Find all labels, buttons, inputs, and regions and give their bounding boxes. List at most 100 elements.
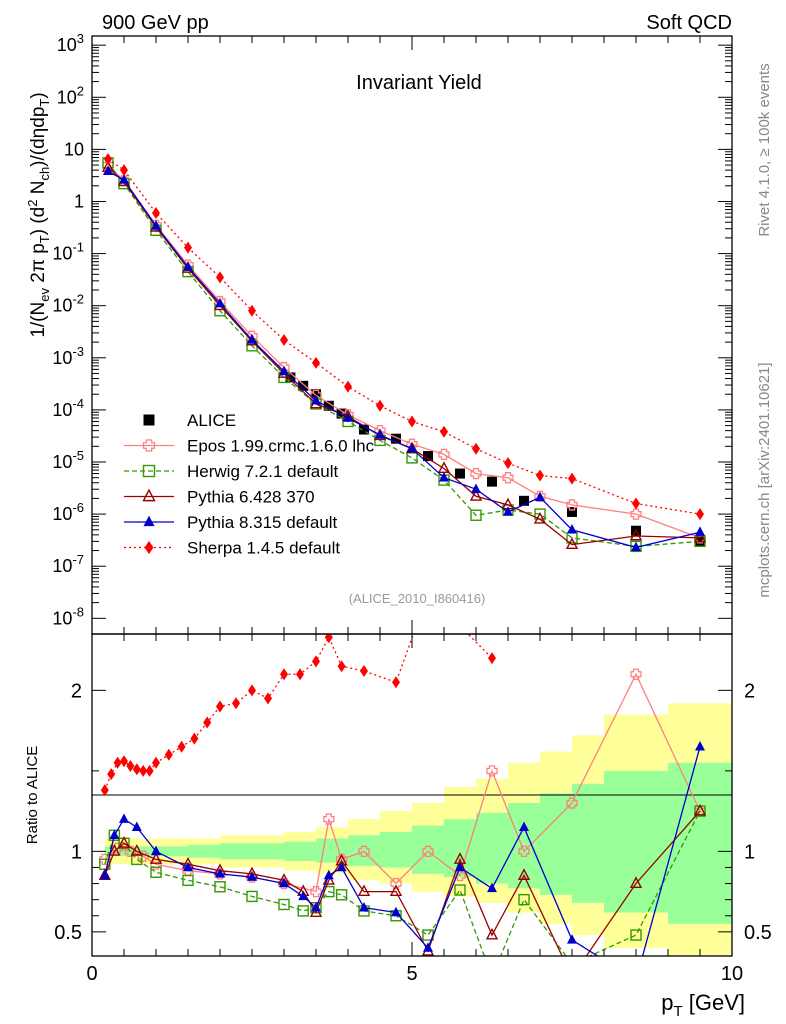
main-point [376,399,384,412]
ratio-point [182,874,194,887]
ratio-point [485,927,499,940]
main-y-tick-label: 10-1 [52,240,84,264]
main-point [471,483,481,493]
ratio-point [183,861,193,872]
ratio-line-1 [104,810,701,956]
main-point [693,530,707,543]
main-series-layer [101,153,707,553]
main-title: Invariant Yield [356,72,482,94]
main-point [470,509,482,521]
ratio-point [164,748,173,761]
ratio-point [630,668,642,680]
side-text-bottom: mcplots.cern.ch [arXiv:2401.10621] [756,362,773,597]
ratio-point [264,692,272,705]
ratio-series-4 [100,634,496,797]
ratio-point [358,845,370,857]
main-point [519,495,529,506]
ratio-y-tick-label: 2 [71,680,82,702]
main-y-tick-label: 10-2 [52,292,84,316]
main-point [407,442,417,453]
legend-item: Epos 1.99.crmc.1.6.0 lhc [124,437,375,456]
main-point [311,389,321,400]
main-y-tick-label: 103 [57,31,84,55]
ratio-point [298,890,309,901]
ratio-point [232,697,240,710]
ratio-point [323,813,335,825]
main-watermark: (ALICE_2010_I860416) [349,591,486,606]
x-axis-label: pT [GeV] [661,990,745,1020]
main-line-4 [107,170,701,549]
ratio-point [360,665,368,678]
ratio-point [150,866,162,878]
ratio-point [357,884,371,897]
ratio-band-1 [104,762,732,924]
ratio-point [487,882,497,893]
ratio-point [215,868,225,878]
ratio-point [518,893,530,906]
ratio-point [151,845,161,856]
legend-item: Herwig 7.2.1 default [124,462,338,481]
main-panel: 10-8 10-7 10-6 10-5 10-4 10-3 10-2 10-1 1 10 102 10… [25,31,733,635]
main-point [311,394,321,405]
main-point [502,472,514,484]
ratio-line-2 [104,810,701,956]
ratio-point [117,836,131,848]
ratio-point [322,873,335,885]
ratio-point [137,850,149,862]
main-point [375,429,385,439]
ratio-point [279,877,289,888]
main-point [103,165,113,176]
legend-label: Epos 1.99.crmc.1.6.0 lhc [187,437,375,456]
ratio-point [99,869,110,880]
main-point [279,365,289,376]
main-point [104,153,112,166]
legend-label: ALICE [187,411,236,430]
main-point [184,241,192,254]
main-point [183,261,193,271]
ratio-y-tick-label-right: 1 [744,841,755,863]
main-line-5 [107,158,701,515]
legend-marker [144,540,154,555]
legend-item: Sherpa 1.4.5 default [124,539,340,558]
ratio-point [422,845,434,857]
main-point [567,506,577,517]
main-y-tick-label: 10 [64,139,84,159]
ratio-series-layer [98,634,707,956]
ratio-point [247,871,257,881]
ratio-panel: 0.5 0.5 1 1 2 2 0 5 10 Ratio to ALICE pT [GeV] [24,633,772,1020]
main-point [565,537,579,550]
ratio-point [120,755,128,768]
main-point [629,528,643,541]
ratio-point [246,890,258,903]
main-point [119,174,129,184]
ratio-point [119,813,129,823]
ratio-point [108,844,121,856]
ratio-point [203,716,212,729]
main-y-tick-label: 10-8 [52,604,84,628]
legend-marker [143,515,155,527]
ratio-point [152,756,160,769]
ratio-point [177,740,186,753]
main-line-1 [107,164,701,539]
ratio-frame [91,633,733,957]
ratio-y-tick-label: 0.5 [54,922,82,944]
ratio-series-1 [99,805,706,956]
main-point [487,476,497,487]
main-point [406,452,418,464]
main-point [359,424,369,435]
legend-marker [143,414,155,426]
legend-label: Sherpa 1.4.5 default [187,539,340,558]
ratio-point [567,934,577,944]
legend-label: Herwig 7.2.1 default [187,462,338,481]
ratio-point [296,668,304,681]
legend-marker [142,439,156,452]
ratio-point [391,906,401,917]
main-point [455,468,465,479]
ratio-point [130,844,143,856]
ratio-y-tick-label-right: 2 [744,680,755,702]
main-point [533,511,547,524]
legend-item: Pythia 8.315 default [124,513,338,532]
ratio-point [109,829,120,839]
main-point [248,304,256,317]
